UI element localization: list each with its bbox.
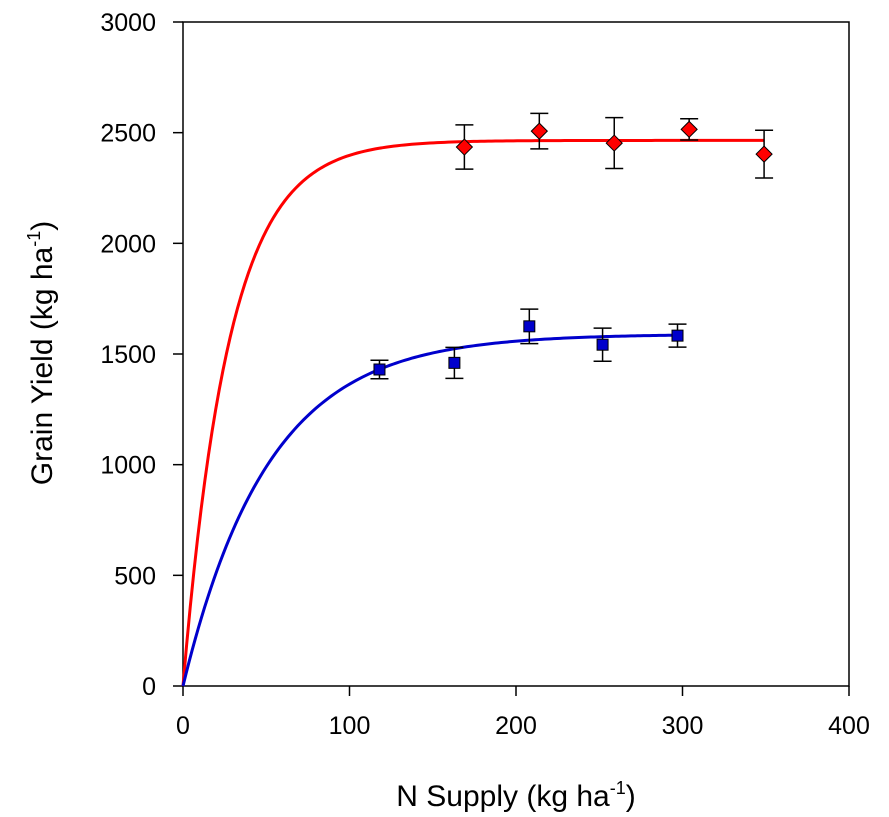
x-axis-title: N Supply (kg ha-1) <box>396 778 635 813</box>
y-tick-label: 1000 <box>100 452 156 480</box>
square-marker <box>671 329 684 342</box>
y-tick-label: 1500 <box>100 341 156 369</box>
square-marker <box>373 363 386 376</box>
x-tick-label: 0 <box>176 712 190 740</box>
plot-border <box>182 21 850 687</box>
y-tick-label: 2000 <box>100 230 156 258</box>
x-tick-label: 300 <box>662 712 704 740</box>
x-tick-label: 200 <box>495 712 537 740</box>
y-axis: 0 500 1000 1500 2000 2500 3000 <box>100 9 183 701</box>
square-marker <box>523 320 536 333</box>
square-marker <box>596 338 609 351</box>
plot-area <box>182 21 850 687</box>
x-tick-label: 400 <box>828 712 870 740</box>
square-marker <box>448 356 461 369</box>
fit-curves <box>181 138 765 687</box>
y-tick-label: 0 <box>142 673 156 701</box>
diamond-marker <box>755 145 773 163</box>
x-axis: 0 100 200 300 400 <box>176 686 870 740</box>
x-tick-label: 100 <box>329 712 371 740</box>
fit-curve-2 <box>181 333 678 687</box>
y-axis-title: Grain Yield (kg ha-1) <box>24 221 59 485</box>
data-markers <box>373 120 773 376</box>
fit-curve-1 <box>181 138 765 687</box>
diamond-marker <box>455 138 474 156</box>
diamond-marker <box>605 134 623 152</box>
y-tick-label: 500 <box>114 562 156 590</box>
diamond-marker <box>680 120 698 139</box>
y-tick-label: 3000 <box>100 9 156 37</box>
y-tick-label: 2500 <box>100 120 156 148</box>
diamond-marker <box>530 122 549 140</box>
